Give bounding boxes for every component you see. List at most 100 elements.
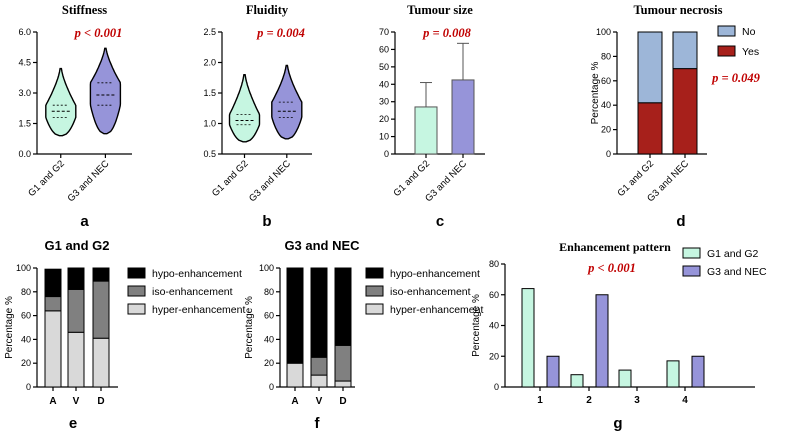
bar (570, 374, 584, 388)
bar-segment (672, 68, 698, 155)
y-tick-label: 60 (264, 311, 274, 321)
legend-label: hypo-enhancement (152, 268, 242, 280)
x-tick-label: V (316, 396, 323, 407)
x-tick-label: A (49, 396, 56, 407)
bar-segment (67, 267, 85, 290)
y-tick-label: 60 (21, 311, 31, 321)
y-tick-label: 6.0 (18, 27, 31, 37)
y-tick-label: 70 (379, 27, 389, 37)
legend-swatch (127, 267, 146, 279)
panel-letter: c (436, 213, 444, 230)
x-tick-label: 3 (634, 395, 640, 406)
legend-swatch (365, 303, 384, 315)
panel-letter: f (315, 415, 321, 432)
y-tick-label: 80 (601, 51, 611, 61)
y-tick-label: 80 (21, 287, 31, 297)
legend-swatch (365, 267, 384, 279)
chart-f: 0 20 40 60 80 100 Percentage % A V Dhypo-enhancem… (244, 238, 483, 432)
y-tick-label: 20 (379, 114, 389, 124)
y-tick-label: 1.0 (203, 119, 216, 129)
y-tick-label: 0 (494, 382, 499, 392)
chart-title: Enhancement pattern (559, 240, 671, 254)
y-tick-label: 0.5 (203, 149, 216, 159)
y-tick-label: 0 (269, 382, 274, 392)
x-tick-label: D (97, 396, 104, 407)
legend-label: iso-enhancement (390, 286, 471, 298)
x-tick-label: D (339, 396, 346, 407)
bar-segment (334, 380, 352, 388)
y-tick-label: 60 (489, 290, 499, 300)
chart-title: Tumour size (407, 3, 473, 17)
bar-segment (310, 374, 328, 388)
chart-g: 0 20 40 60 80 Percentage % 1 2 3 4 G1 and G2 G3 and… (471, 240, 767, 432)
legend-swatch (682, 265, 701, 277)
panel-letter: g (613, 415, 622, 432)
y-tick-label: 60 (379, 44, 389, 54)
p-value: p = 0.004 (256, 26, 305, 40)
y-tick-label: 40 (21, 334, 31, 344)
y-tick-label: 80 (264, 287, 274, 297)
bar-segment (637, 31, 663, 104)
legend-swatch (127, 303, 146, 315)
y-tick-label: 100 (16, 263, 31, 273)
y-tick-label: 30 (379, 97, 389, 107)
bar (618, 369, 632, 388)
bar-segment (637, 102, 663, 155)
legend-label: No (742, 26, 756, 38)
y-tick-label: 1.5 (18, 119, 31, 129)
y-tick-label: 20 (264, 358, 274, 368)
legend-swatch (127, 285, 146, 297)
y-tick-label: 0 (606, 149, 611, 159)
violin (228, 74, 261, 143)
chart-title: Tumour necrosis (633, 3, 722, 17)
legend-label: hypo-enhancement (390, 268, 480, 280)
legend-swatch (365, 285, 384, 297)
x-tick-label: 4 (682, 395, 688, 406)
bar-segment (44, 310, 62, 388)
bar (451, 79, 475, 155)
y-tick-label: 40 (379, 79, 389, 89)
y-tick-label: 40 (601, 100, 611, 110)
panel-letter: e (69, 415, 77, 432)
bar-segment (67, 288, 85, 333)
bar-segment (310, 267, 328, 358)
legend-label: hyper-enhancement (152, 304, 245, 316)
legend-label: iso-enhancement (152, 286, 233, 298)
y-tick-label: 20 (601, 125, 611, 135)
y-tick-label: 40 (489, 321, 499, 331)
legend-swatch (717, 25, 736, 37)
p-value: p < 0.001 (587, 261, 636, 275)
panel-letter: b (262, 213, 271, 230)
bar (521, 288, 535, 388)
legend-swatch (717, 45, 736, 57)
chart-title: Stiffness (62, 3, 107, 17)
y-tick-label: 10 (379, 132, 389, 142)
y-tick-label: 0.0 (18, 149, 31, 159)
panel-letter: a (80, 213, 89, 230)
bar-segment (672, 31, 698, 70)
y-tick-label: 3.0 (18, 88, 31, 98)
chart-title: G1 and G2 (44, 238, 109, 253)
bar-segment (92, 337, 110, 388)
x-tick-label: G1 and G2 (210, 158, 251, 199)
y-tick-label: 40 (264, 334, 274, 344)
x-tick-label: G3 and NEC (66, 158, 112, 204)
legend-label: hyper-enhancement (390, 304, 483, 316)
x-tick-label: A (291, 396, 298, 407)
bar-segment (44, 268, 62, 298)
y-tick-label: 0 (26, 382, 31, 392)
y-tick-label: 60 (601, 76, 611, 86)
bar-segment (334, 267, 352, 346)
chart-title: G3 and NEC (284, 238, 360, 253)
violin (89, 47, 122, 135)
x-tick-label: G3 and NEC (247, 158, 293, 204)
y-axis-label: Percentage % (244, 296, 255, 359)
y-tick-label: 0 (384, 149, 389, 159)
p-value: p < 0.001 (74, 26, 123, 40)
y-tick-label: 100 (596, 27, 611, 37)
